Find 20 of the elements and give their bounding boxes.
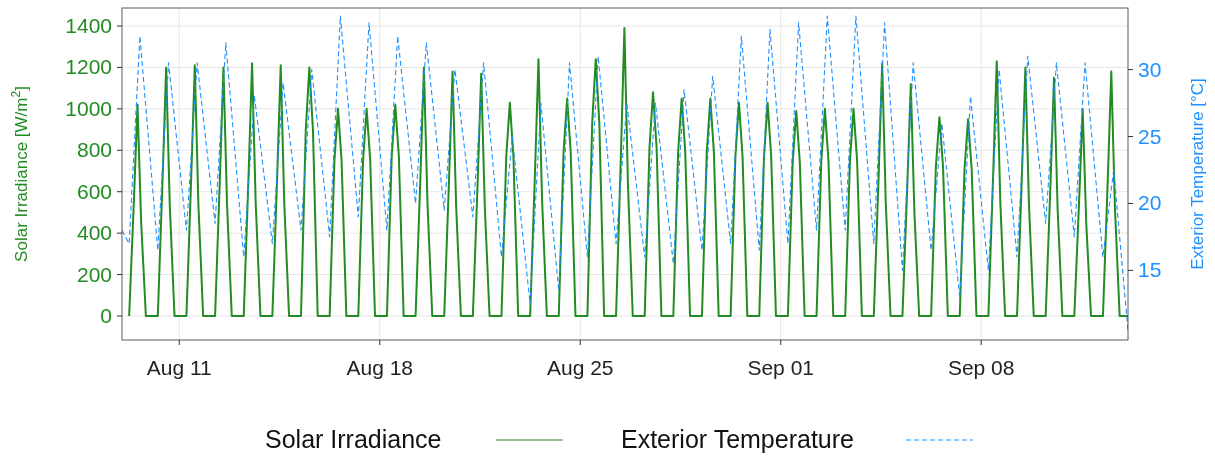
y2-tick-label: 15 (1138, 258, 1162, 282)
x-tick-label: Sep 01 (747, 356, 815, 379)
x-tick-label: Aug 11 (146, 356, 212, 379)
y-tick-label: 1200 (65, 55, 112, 79)
y2-tick-label: 25 (1138, 124, 1162, 148)
x-tick-label: Aug 18 (346, 356, 414, 379)
y2-tick-label: 30 (1138, 57, 1162, 81)
y-tick-label: 1400 (65, 14, 112, 38)
legend-label: Exterior Temperature (621, 425, 854, 453)
legend-label: Solar Irradiance (265, 425, 442, 453)
x-tick-label: Sep 08 (947, 356, 1015, 379)
y2-axis-title: Exterior Temperature [°C] (1188, 78, 1207, 270)
x-tick-label: Aug 25 (546, 356, 614, 379)
y-tick-label: 400 (76, 221, 112, 245)
y-tick-label: 1000 (65, 96, 112, 120)
y-tick-label: 800 (76, 138, 112, 162)
y-tick-label: 0 (100, 303, 112, 327)
y-tick-label: 600 (76, 179, 112, 203)
y-tick-label: 200 (76, 262, 112, 286)
y2-tick-label: 20 (1138, 191, 1162, 215)
